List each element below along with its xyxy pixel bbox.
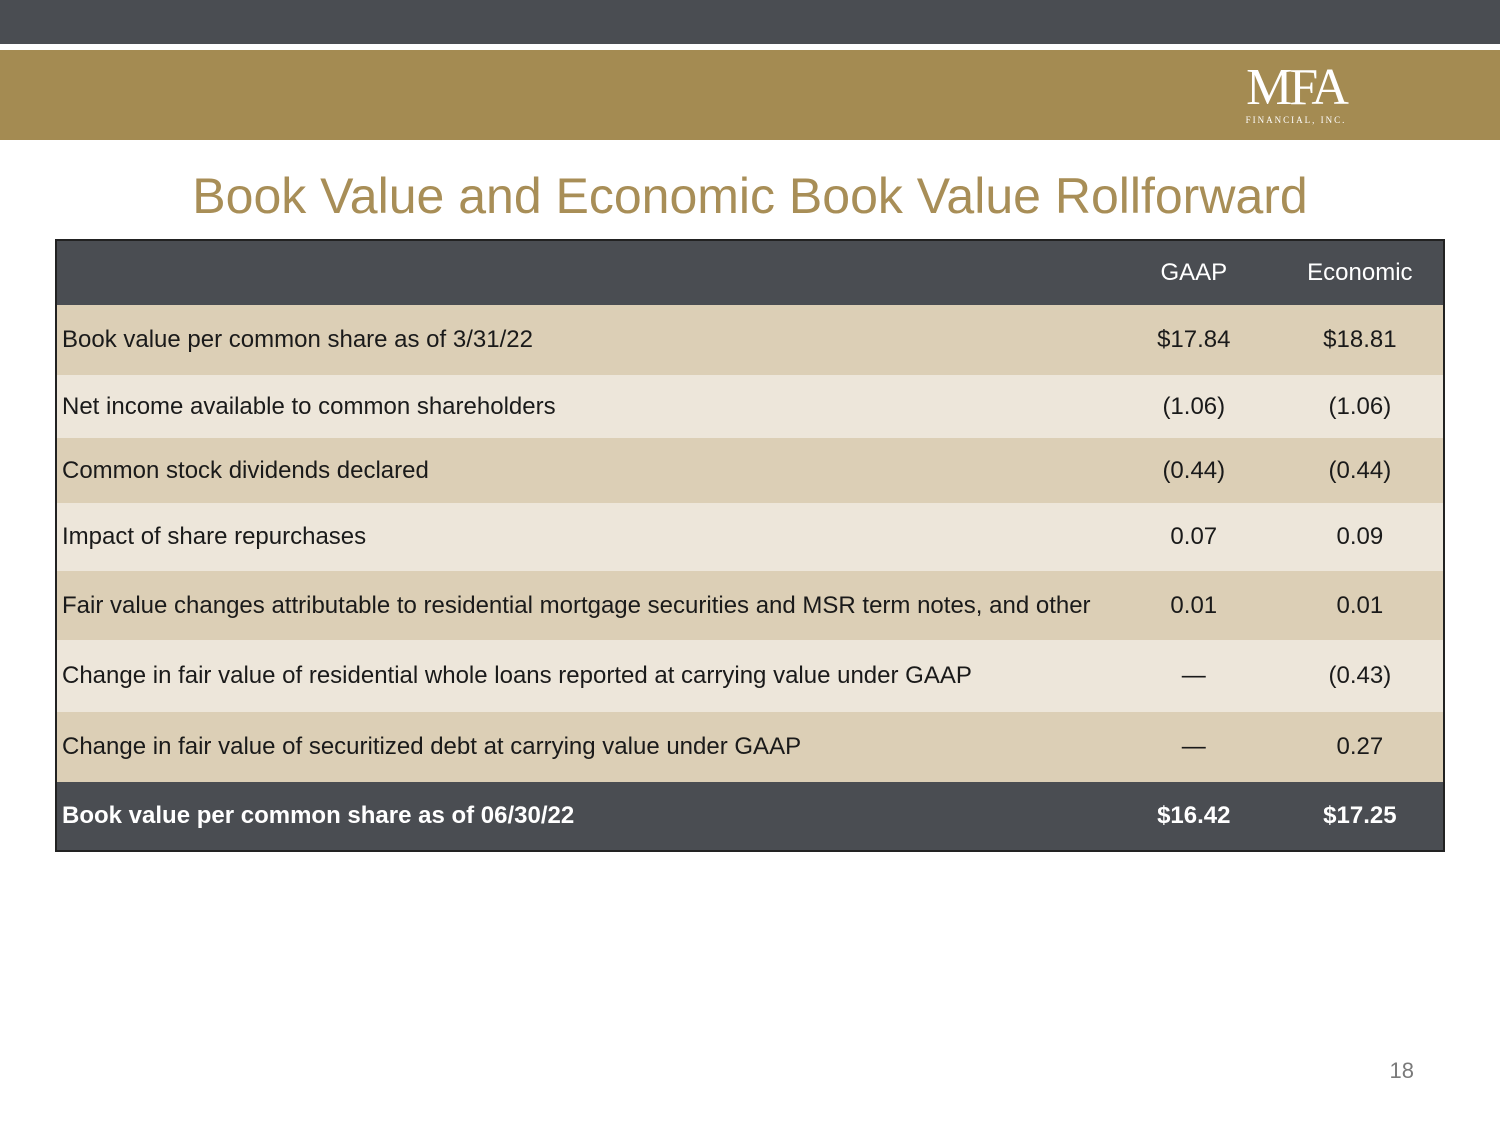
row-economic-value: $18.81 — [1276, 305, 1444, 375]
row-label: Impact of share repurchases — [56, 503, 1111, 571]
row-economic-value: (0.43) — [1276, 640, 1444, 712]
row-economic-value: (1.06) — [1276, 375, 1444, 438]
total-gaap-value: $16.42 — [1110, 782, 1277, 851]
row-gaap-value: — — [1110, 640, 1277, 712]
table-row: Common stock dividends declared (0.44) (… — [56, 438, 1444, 503]
table-row: Fair value changes attributable to resid… — [56, 571, 1444, 640]
row-gaap-value: — — [1110, 712, 1277, 782]
header-economic-column: Economic — [1276, 240, 1444, 305]
page-number: 18 — [1389, 1058, 1414, 1083]
row-gaap-value: (1.06) — [1110, 375, 1277, 438]
row-economic-value: 0.09 — [1276, 503, 1444, 571]
row-gaap-value: $17.84 — [1110, 305, 1277, 375]
total-economic-value: $17.25 — [1276, 782, 1444, 851]
row-label: Net income available to common sharehold… — [56, 375, 1111, 438]
total-label: Book value per common share as of 06/30/… — [56, 782, 1111, 851]
row-label: Common stock dividends declared — [56, 438, 1111, 503]
table-row: Change in fair value of securitized debt… — [56, 712, 1444, 782]
row-label: Fair value changes attributable to resid… — [56, 571, 1111, 640]
table-header-row: GAAP Economic — [56, 240, 1444, 305]
table-row: Book value per common share as of 3/31/2… — [56, 305, 1444, 375]
rollforward-table: GAAP Economic Book value per common shar… — [55, 239, 1445, 852]
table-row: Impact of share repurchases 0.07 0.09 — [56, 503, 1444, 571]
header-label-column — [56, 240, 1111, 305]
company-logo: MFA FINANCIAL, INC. — [1226, 62, 1366, 130]
row-label: Book value per common share as of 3/31/2… — [56, 305, 1111, 375]
row-gaap-value: (0.44) — [1110, 438, 1277, 503]
top-divider-stripe — [0, 44, 1500, 50]
header-gold-band — [0, 50, 1500, 140]
row-gaap-value: 0.01 — [1110, 571, 1277, 640]
logo-mark: MFA — [1246, 59, 1349, 116]
table-row: Change in fair value of residential whol… — [56, 640, 1444, 712]
row-economic-value: 0.27 — [1276, 712, 1444, 782]
header-gaap-column: GAAP — [1110, 240, 1277, 305]
logo-subtitle: FINANCIAL, INC. — [1245, 115, 1347, 125]
slide-title: Book Value and Economic Book Value Rollf… — [192, 168, 1308, 224]
table-row: Net income available to common sharehold… — [56, 375, 1444, 438]
row-economic-value: (0.44) — [1276, 438, 1444, 503]
top-dark-bar — [0, 0, 1500, 44]
table-total-row: Book value per common share as of 06/30/… — [56, 782, 1444, 851]
row-label: Change in fair value of securitized debt… — [56, 712, 1111, 782]
row-economic-value: 0.01 — [1276, 571, 1444, 640]
row-gaap-value: 0.07 — [1110, 503, 1277, 571]
row-label: Change in fair value of residential whol… — [56, 640, 1111, 712]
